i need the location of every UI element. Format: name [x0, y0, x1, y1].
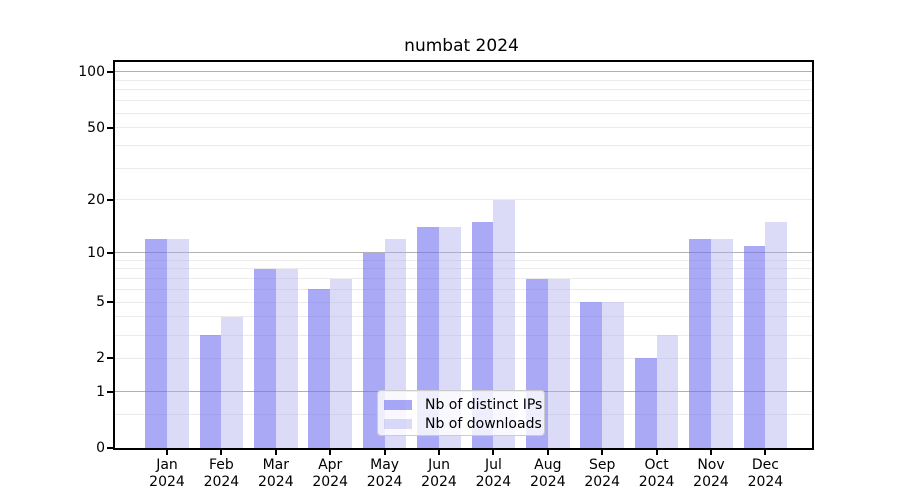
y-gridline-minor: [115, 112, 812, 114]
y-gridline-minor: [115, 268, 812, 270]
y-tick: [107, 390, 113, 393]
y-gridline-minor: [115, 144, 812, 146]
bar-distinct-ips: [254, 268, 276, 448]
y-gridline-minor: [115, 89, 812, 91]
x-tick: [220, 450, 223, 455]
y-tick: [107, 447, 113, 449]
x-tick: [383, 450, 386, 455]
bar-downloads: [765, 222, 788, 448]
y-gridline-minor: [115, 259, 812, 261]
y-tick: [107, 70, 113, 73]
y-gridline-minor: [115, 167, 812, 169]
y-tick-label: 50: [87, 119, 105, 136]
x-tick: [546, 450, 549, 455]
x-tick-label: Sep 2024: [584, 457, 620, 490]
x-tick: [329, 450, 332, 455]
x-tick-label: Apr 2024: [312, 457, 348, 490]
legend-swatch-downloads: [384, 418, 412, 429]
y-gridline-major: [115, 252, 812, 254]
x-tick-label: Aug 2024: [529, 457, 566, 490]
x-tick: [274, 450, 277, 455]
y-gridline-minor: [115, 357, 812, 359]
x-tick: [764, 450, 767, 455]
x-tick-label: Nov 2024: [693, 457, 729, 490]
y-tick-label: 0: [96, 440, 105, 456]
y-gridline-major: [115, 71, 812, 73]
legend-swatch-distinct-ips: [384, 399, 412, 410]
x-tick: [601, 450, 604, 455]
bar-downloads: [493, 199, 516, 448]
legend-label: Nb of downloads: [425, 415, 542, 432]
x-tick: [710, 450, 712, 455]
legend-label: Nb of distinct IPs: [425, 396, 543, 413]
bar-downloads: [547, 278, 570, 448]
y-gridline-minor: [115, 100, 812, 102]
bar-downloads: [602, 302, 624, 448]
bar-distinct-ips: [634, 358, 657, 448]
legend-row: Nb of distinct IPs: [384, 395, 544, 414]
y-tick: [107, 357, 113, 360]
y-gridline-minor: [115, 79, 812, 81]
bar-downloads: [275, 268, 298, 448]
y-gridline-minor: [115, 334, 812, 336]
y-gridline-minor: [115, 288, 812, 290]
x-tick-label: Feb 2024: [203, 457, 240, 490]
x-tick: [166, 450, 168, 455]
y-gridline-minor: [115, 301, 812, 303]
bar-downloads: [711, 239, 733, 448]
bar-downloads: [221, 316, 244, 448]
chart-title: numbat 2024: [404, 36, 519, 56]
x-tick: [438, 450, 440, 455]
bar-distinct-ips: [580, 302, 603, 448]
x-tick-label: Jun 2024: [421, 457, 457, 490]
bar-distinct-ips: [689, 239, 711, 448]
x-tick-label: Dec 2024: [747, 457, 784, 490]
y-gridline-minor: [115, 127, 812, 129]
y-tick-label: 100: [78, 63, 105, 80]
y-tick-label: 10: [87, 244, 105, 261]
bar-distinct-ips: [743, 245, 766, 448]
y-tick: [107, 251, 113, 254]
y-gridline-minor: [115, 278, 812, 280]
x-tick-label: Jan 2024: [149, 457, 185, 490]
bar-downloads: [330, 278, 352, 448]
y-tick: [107, 126, 113, 129]
legend-row: Nb of downloads: [384, 414, 544, 433]
bar-downloads: [167, 239, 189, 448]
x-tick-label: Jul 2024: [475, 457, 512, 490]
x-tick-label: May 2024: [366, 457, 403, 490]
y-gridline-minor: [115, 199, 812, 201]
y-tick-label: 20: [87, 191, 105, 208]
bar-distinct-ips: [308, 289, 331, 448]
y-tick-label: 5: [96, 294, 105, 311]
x-tick-label: Mar 2024: [257, 457, 294, 490]
y-tick: [107, 198, 113, 201]
plot-area: Jan 2024 Feb 2024 Mar 2024 Apr 2024 May 2024 Jun 20…: [78, 60, 814, 490]
y-tick-label: 2: [96, 350, 105, 367]
bar-distinct-ips: [145, 239, 167, 448]
y-gridline-minor: [115, 316, 812, 318]
y-tick-label: 1: [96, 383, 105, 400]
bar-downloads: [656, 335, 679, 448]
bar-distinct-ips: [199, 335, 222, 448]
legend: Nb of distinct IPs Nb of downloads: [377, 390, 545, 436]
y-tick: [107, 301, 113, 304]
x-tick-label: Oct 2024: [638, 457, 675, 490]
x-tick: [655, 450, 658, 455]
x-tick: [492, 450, 495, 455]
